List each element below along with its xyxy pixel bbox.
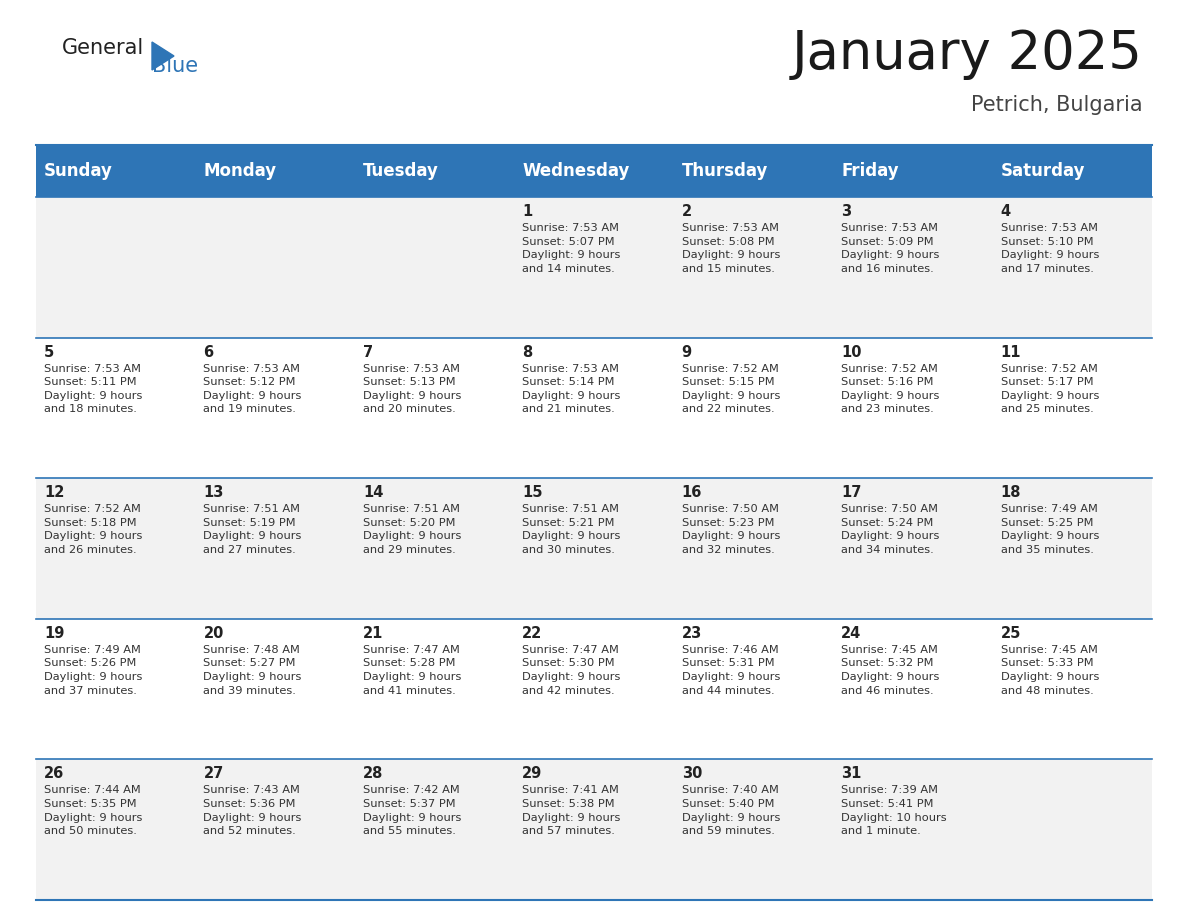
Text: Wednesday: Wednesday — [523, 162, 630, 180]
Text: Sunrise: 7:52 AM
Sunset: 5:17 PM
Daylight: 9 hours
and 25 minutes.: Sunrise: 7:52 AM Sunset: 5:17 PM Dayligh… — [1000, 364, 1099, 414]
Text: Friday: Friday — [841, 162, 899, 180]
Text: Thursday: Thursday — [682, 162, 769, 180]
Text: January 2025: January 2025 — [792, 28, 1143, 80]
Text: 12: 12 — [44, 486, 64, 500]
Text: 16: 16 — [682, 486, 702, 500]
Text: 27: 27 — [203, 767, 223, 781]
Text: 18: 18 — [1000, 486, 1020, 500]
Text: 29: 29 — [523, 767, 543, 781]
Text: Sunrise: 7:47 AM
Sunset: 5:30 PM
Daylight: 9 hours
and 42 minutes.: Sunrise: 7:47 AM Sunset: 5:30 PM Dayligh… — [523, 644, 620, 696]
Text: Sunrise: 7:53 AM
Sunset: 5:08 PM
Daylight: 9 hours
and 15 minutes.: Sunrise: 7:53 AM Sunset: 5:08 PM Dayligh… — [682, 223, 781, 274]
Text: 3: 3 — [841, 204, 852, 219]
Text: Blue: Blue — [152, 56, 198, 76]
Text: Sunrise: 7:53 AM
Sunset: 5:13 PM
Daylight: 9 hours
and 20 minutes.: Sunrise: 7:53 AM Sunset: 5:13 PM Dayligh… — [362, 364, 461, 414]
Text: Sunrise: 7:41 AM
Sunset: 5:38 PM
Daylight: 9 hours
and 57 minutes.: Sunrise: 7:41 AM Sunset: 5:38 PM Dayligh… — [523, 786, 620, 836]
Text: 6: 6 — [203, 344, 214, 360]
Bar — [514, 145, 674, 197]
Text: Monday: Monday — [203, 162, 277, 180]
Text: 31: 31 — [841, 767, 861, 781]
Text: Sunrise: 7:40 AM
Sunset: 5:40 PM
Daylight: 9 hours
and 59 minutes.: Sunrise: 7:40 AM Sunset: 5:40 PM Dayligh… — [682, 786, 781, 836]
Text: 21: 21 — [362, 626, 384, 641]
Text: Sunrise: 7:51 AM
Sunset: 5:19 PM
Daylight: 9 hours
and 27 minutes.: Sunrise: 7:51 AM Sunset: 5:19 PM Dayligh… — [203, 504, 302, 555]
Text: Sunrise: 7:53 AM
Sunset: 5:09 PM
Daylight: 9 hours
and 16 minutes.: Sunrise: 7:53 AM Sunset: 5:09 PM Dayligh… — [841, 223, 940, 274]
Text: 1: 1 — [523, 204, 532, 219]
Bar — [36, 145, 196, 197]
Text: Sunrise: 7:44 AM
Sunset: 5:35 PM
Daylight: 9 hours
and 50 minutes.: Sunrise: 7:44 AM Sunset: 5:35 PM Dayligh… — [44, 786, 143, 836]
Text: Sunrise: 7:49 AM
Sunset: 5:25 PM
Daylight: 9 hours
and 35 minutes.: Sunrise: 7:49 AM Sunset: 5:25 PM Dayligh… — [1000, 504, 1099, 555]
Text: 10: 10 — [841, 344, 861, 360]
Text: Sunrise: 7:50 AM
Sunset: 5:23 PM
Daylight: 9 hours
and 32 minutes.: Sunrise: 7:50 AM Sunset: 5:23 PM Dayligh… — [682, 504, 781, 555]
Polygon shape — [152, 42, 173, 70]
Text: Sunrise: 7:53 AM
Sunset: 5:12 PM
Daylight: 9 hours
and 19 minutes.: Sunrise: 7:53 AM Sunset: 5:12 PM Dayligh… — [203, 364, 302, 414]
Text: Sunrise: 7:52 AM
Sunset: 5:15 PM
Daylight: 9 hours
and 22 minutes.: Sunrise: 7:52 AM Sunset: 5:15 PM Dayligh… — [682, 364, 781, 414]
Bar — [674, 145, 833, 197]
Text: Sunrise: 7:51 AM
Sunset: 5:21 PM
Daylight: 9 hours
and 30 minutes.: Sunrise: 7:51 AM Sunset: 5:21 PM Dayligh… — [523, 504, 620, 555]
Text: 28: 28 — [362, 767, 384, 781]
Bar — [196, 145, 355, 197]
Text: Sunrise: 7:45 AM
Sunset: 5:33 PM
Daylight: 9 hours
and 48 minutes.: Sunrise: 7:45 AM Sunset: 5:33 PM Dayligh… — [1000, 644, 1099, 696]
Bar — [355, 145, 514, 197]
Bar — [36, 478, 1152, 619]
Text: Sunrise: 7:47 AM
Sunset: 5:28 PM
Daylight: 9 hours
and 41 minutes.: Sunrise: 7:47 AM Sunset: 5:28 PM Dayligh… — [362, 644, 461, 696]
Text: Sunrise: 7:52 AM
Sunset: 5:16 PM
Daylight: 9 hours
and 23 minutes.: Sunrise: 7:52 AM Sunset: 5:16 PM Dayligh… — [841, 364, 940, 414]
Text: 4: 4 — [1000, 204, 1011, 219]
Text: 14: 14 — [362, 486, 384, 500]
Text: 23: 23 — [682, 626, 702, 641]
Text: Sunrise: 7:50 AM
Sunset: 5:24 PM
Daylight: 9 hours
and 34 minutes.: Sunrise: 7:50 AM Sunset: 5:24 PM Dayligh… — [841, 504, 940, 555]
Bar — [833, 145, 992, 197]
Text: Sunrise: 7:52 AM
Sunset: 5:18 PM
Daylight: 9 hours
and 26 minutes.: Sunrise: 7:52 AM Sunset: 5:18 PM Dayligh… — [44, 504, 143, 555]
Text: Sunrise: 7:46 AM
Sunset: 5:31 PM
Daylight: 9 hours
and 44 minutes.: Sunrise: 7:46 AM Sunset: 5:31 PM Dayligh… — [682, 644, 781, 696]
Text: Sunrise: 7:45 AM
Sunset: 5:32 PM
Daylight: 9 hours
and 46 minutes.: Sunrise: 7:45 AM Sunset: 5:32 PM Dayligh… — [841, 644, 940, 696]
Text: 7: 7 — [362, 344, 373, 360]
Text: Sunrise: 7:53 AM
Sunset: 5:14 PM
Daylight: 9 hours
and 21 minutes.: Sunrise: 7:53 AM Sunset: 5:14 PM Dayligh… — [523, 364, 620, 414]
Text: 15: 15 — [523, 486, 543, 500]
Text: 20: 20 — [203, 626, 223, 641]
Text: 5: 5 — [44, 344, 55, 360]
Text: 11: 11 — [1000, 344, 1020, 360]
Text: 2: 2 — [682, 204, 691, 219]
Bar — [36, 759, 1152, 900]
Text: 30: 30 — [682, 767, 702, 781]
Text: 25: 25 — [1000, 626, 1020, 641]
Text: Sunrise: 7:51 AM
Sunset: 5:20 PM
Daylight: 9 hours
and 29 minutes.: Sunrise: 7:51 AM Sunset: 5:20 PM Dayligh… — [362, 504, 461, 555]
Text: 19: 19 — [44, 626, 64, 641]
Text: Sunrise: 7:48 AM
Sunset: 5:27 PM
Daylight: 9 hours
and 39 minutes.: Sunrise: 7:48 AM Sunset: 5:27 PM Dayligh… — [203, 644, 302, 696]
Text: Sunrise: 7:53 AM
Sunset: 5:10 PM
Daylight: 9 hours
and 17 minutes.: Sunrise: 7:53 AM Sunset: 5:10 PM Dayligh… — [1000, 223, 1099, 274]
Text: Saturday: Saturday — [1000, 162, 1085, 180]
Text: 9: 9 — [682, 344, 691, 360]
Text: Sunrise: 7:53 AM
Sunset: 5:07 PM
Daylight: 9 hours
and 14 minutes.: Sunrise: 7:53 AM Sunset: 5:07 PM Dayligh… — [523, 223, 620, 274]
Text: 13: 13 — [203, 486, 223, 500]
Text: 22: 22 — [523, 626, 543, 641]
Text: Sunrise: 7:43 AM
Sunset: 5:36 PM
Daylight: 9 hours
and 52 minutes.: Sunrise: 7:43 AM Sunset: 5:36 PM Dayligh… — [203, 786, 302, 836]
Text: Sunrise: 7:49 AM
Sunset: 5:26 PM
Daylight: 9 hours
and 37 minutes.: Sunrise: 7:49 AM Sunset: 5:26 PM Dayligh… — [44, 644, 143, 696]
Text: Sunrise: 7:53 AM
Sunset: 5:11 PM
Daylight: 9 hours
and 18 minutes.: Sunrise: 7:53 AM Sunset: 5:11 PM Dayligh… — [44, 364, 143, 414]
Text: Sunday: Sunday — [44, 162, 113, 180]
Text: 17: 17 — [841, 486, 861, 500]
Text: Tuesday: Tuesday — [362, 162, 438, 180]
Text: Sunrise: 7:39 AM
Sunset: 5:41 PM
Daylight: 10 hours
and 1 minute.: Sunrise: 7:39 AM Sunset: 5:41 PM Dayligh… — [841, 786, 947, 836]
Bar — [36, 338, 1152, 478]
Text: 24: 24 — [841, 626, 861, 641]
Text: Sunrise: 7:42 AM
Sunset: 5:37 PM
Daylight: 9 hours
and 55 minutes.: Sunrise: 7:42 AM Sunset: 5:37 PM Dayligh… — [362, 786, 461, 836]
Bar — [36, 197, 1152, 338]
Bar — [36, 619, 1152, 759]
Text: 8: 8 — [523, 344, 532, 360]
Bar — [992, 145, 1152, 197]
Text: General: General — [62, 38, 144, 58]
Text: Petrich, Bulgaria: Petrich, Bulgaria — [972, 95, 1143, 115]
Text: 26: 26 — [44, 767, 64, 781]
